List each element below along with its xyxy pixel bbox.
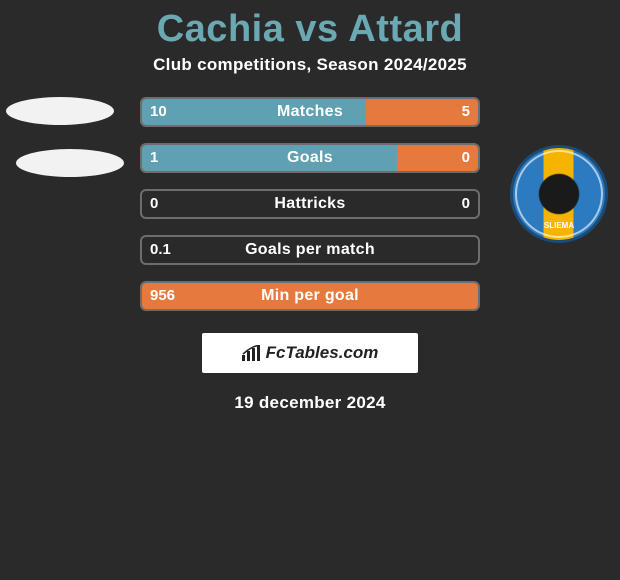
stat-label: Hattricks	[142, 195, 478, 213]
player-b-name: Attard	[348, 8, 463, 50]
vs-text: vs	[295, 8, 338, 50]
branding-badge[interactable]: FcTables.com	[202, 333, 418, 373]
branding-label: FcTables.com	[266, 343, 379, 363]
stat-row: Hattricks0 0	[0, 189, 620, 235]
stat-label: Matches	[142, 103, 478, 121]
stat-bar-track: Matches10 5	[140, 97, 480, 127]
stat-bar-track: Goals1 0	[140, 143, 480, 173]
stat-row: Goals1 0	[0, 143, 620, 189]
stat-bar-track: Min per goal956	[140, 281, 480, 311]
stat-value-left: 956	[150, 287, 175, 304]
stat-value-left: 10	[150, 103, 167, 120]
subtitle: Club competitions, Season 2024/2025	[0, 55, 620, 97]
stat-label: Min per goal	[142, 287, 478, 305]
stat-value-right: 0	[462, 149, 470, 166]
stat-value-left: 0	[150, 195, 158, 212]
stat-value-left: 1	[150, 149, 158, 166]
stat-row: Min per goal956	[0, 281, 620, 327]
comparison-widget: Cachia vs Attard Club competitions, Seas…	[0, 0, 620, 413]
branding-chart-icon	[242, 345, 262, 361]
stat-label: Goals	[142, 149, 478, 167]
stat-bar-track: Hattricks0 0	[140, 189, 480, 219]
stat-label: Goals per match	[142, 241, 478, 259]
player-a-name: Cachia	[157, 8, 285, 50]
stat-row: Goals per match0.1	[0, 235, 620, 281]
page-title: Cachia vs Attard	[0, 0, 620, 55]
stat-value-left: 0.1	[150, 241, 171, 258]
stats-block: SLIEMA Matches105Goals10Hattricks00Goals…	[0, 97, 620, 327]
stat-bar-track: Goals per match0.1	[140, 235, 480, 265]
stat-value-right: 5	[462, 103, 470, 120]
stat-value-right: 0	[462, 195, 470, 212]
date-text: 19 december 2024	[0, 393, 620, 413]
stat-row: Matches10 5	[0, 97, 620, 143]
